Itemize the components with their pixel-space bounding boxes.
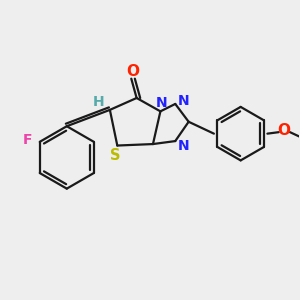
Text: N: N: [178, 139, 189, 152]
Text: S: S: [110, 148, 120, 163]
Text: O: O: [278, 124, 290, 139]
Text: N: N: [156, 96, 168, 110]
Text: N: N: [178, 94, 189, 108]
Text: F: F: [22, 133, 32, 147]
Text: O: O: [127, 64, 140, 79]
Text: H: H: [93, 94, 104, 109]
